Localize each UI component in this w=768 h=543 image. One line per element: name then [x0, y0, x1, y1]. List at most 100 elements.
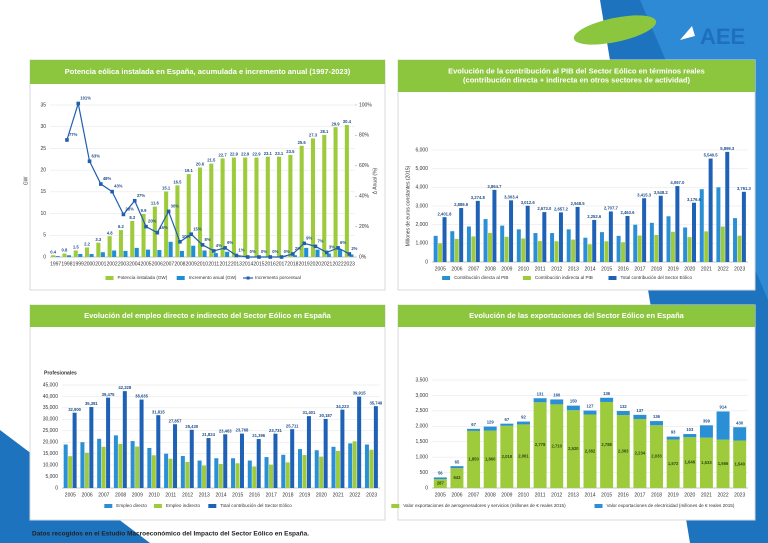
- bar-segment: [600, 397, 614, 402]
- y-tick-label: 20,000: [43, 440, 59, 446]
- bar-segment: [716, 439, 730, 488]
- y-tick-label: 40,000: [43, 394, 59, 400]
- chart-title: Evolución del empleo directo e indirecto…: [84, 311, 332, 320]
- bar-segment: [583, 414, 597, 488]
- legend-label: Total contribución del Sector Eólico: [621, 275, 693, 280]
- data-label: 2,382: [585, 448, 596, 453]
- data-label: 23,731: [269, 428, 282, 433]
- x-tick-label: 2013: [199, 492, 210, 498]
- bar: [223, 434, 228, 488]
- bar: [89, 407, 94, 488]
- bar-segment: [666, 439, 680, 488]
- x-tick-label: 2007: [468, 492, 479, 498]
- bar-segment: [516, 424, 530, 488]
- data-label: 16.5: [173, 179, 182, 184]
- bar: [687, 237, 692, 262]
- y-axis-label: Millones de euros constantes (2015): [405, 165, 411, 246]
- x-tick-label: 2018: [651, 492, 662, 498]
- bar: [164, 191, 169, 257]
- data-label: 21,824: [202, 432, 215, 437]
- x-tick-label: 2017: [276, 261, 287, 267]
- bar: [112, 250, 117, 257]
- data-label: 3,303.4: [504, 194, 519, 199]
- x-tick-label: 2015: [253, 261, 264, 267]
- bar: [616, 235, 621, 262]
- bar: [265, 156, 270, 257]
- x-tick-label: 2019: [299, 492, 310, 498]
- bar: [666, 216, 671, 262]
- bar: [344, 124, 349, 257]
- data-label: 136: [653, 414, 661, 419]
- y-tick-label: 20: [40, 167, 46, 173]
- x-tick-label: 2011: [165, 492, 176, 498]
- data-label: 11.6: [151, 201, 160, 206]
- footnote: Datos recogidos en el Estudio Macroeconó…: [32, 531, 309, 538]
- bar: [558, 212, 563, 262]
- bar: [247, 460, 252, 488]
- data-label: 150: [570, 399, 578, 404]
- logo-text: AEE: [700, 24, 745, 49]
- bar: [213, 253, 218, 257]
- legend-swatch: [608, 276, 617, 280]
- bar: [323, 418, 328, 488]
- data-label: 127: [587, 404, 595, 409]
- y-tick-label: 3,000: [415, 393, 428, 399]
- data-label: 2,234: [635, 451, 646, 456]
- bar: [504, 236, 509, 262]
- line-marker: [268, 255, 273, 259]
- data-label: 2,889.9: [454, 202, 469, 207]
- legend-swatch: [442, 276, 451, 280]
- data-label: 2.2: [84, 242, 90, 247]
- legend-label: Incremento anual (GW): [189, 275, 237, 280]
- legend-label: Contribución indirecta al PIB: [535, 275, 593, 280]
- bar: [231, 157, 236, 257]
- bar: [290, 429, 295, 488]
- bar: [243, 157, 248, 257]
- bar: [733, 218, 738, 262]
- x-tick-label: 2017: [634, 266, 645, 272]
- bar-segment: [683, 434, 697, 438]
- x-tick-label: 2012: [182, 492, 193, 498]
- data-label: 0%: [250, 249, 256, 254]
- bar: [348, 443, 353, 488]
- x-tick-label: 2016: [265, 261, 276, 267]
- y2-tick-label: 60%: [359, 163, 370, 169]
- bar-segment: [733, 440, 747, 488]
- data-label: 1,646: [685, 460, 696, 465]
- x-tick-label: 2009: [501, 492, 512, 498]
- data-label: 3,415.3: [637, 192, 652, 197]
- bar: [273, 433, 278, 488]
- data-label: 1,860: [485, 456, 496, 461]
- line-marker: [234, 253, 239, 258]
- data-label: 1%: [238, 248, 244, 253]
- bar: [575, 206, 580, 262]
- data-label: 25.6: [298, 140, 307, 145]
- data-label: 0.4: [50, 249, 56, 254]
- x-tick-label: 2019: [668, 492, 679, 498]
- bar: [97, 438, 102, 488]
- line-marker: [99, 182, 103, 186]
- data-label: 21,396: [252, 433, 265, 438]
- data-label: 35,381: [85, 401, 98, 406]
- x-tick-label: 2015: [601, 266, 612, 272]
- bar: [96, 242, 101, 257]
- legend-swatch: [391, 504, 400, 508]
- bar: [433, 235, 438, 262]
- bar: [608, 211, 613, 262]
- x-tick-label: 2021: [333, 492, 344, 498]
- data-label: 1.5: [73, 245, 79, 250]
- data-label: 4.8: [107, 230, 113, 235]
- bar: [134, 247, 139, 257]
- bar: [675, 186, 680, 262]
- bar-segment: [650, 421, 664, 426]
- x-tick-label: 2012: [220, 261, 231, 267]
- data-label: 6%: [227, 240, 233, 245]
- data-label: 7%: [317, 238, 323, 243]
- bar-segment: [483, 426, 497, 431]
- bar: [100, 252, 105, 257]
- bar: [326, 253, 331, 257]
- y-tick-label: 6,000: [415, 147, 428, 153]
- bar: [239, 433, 244, 488]
- bar: [130, 220, 135, 257]
- line-marker: [257, 255, 261, 259]
